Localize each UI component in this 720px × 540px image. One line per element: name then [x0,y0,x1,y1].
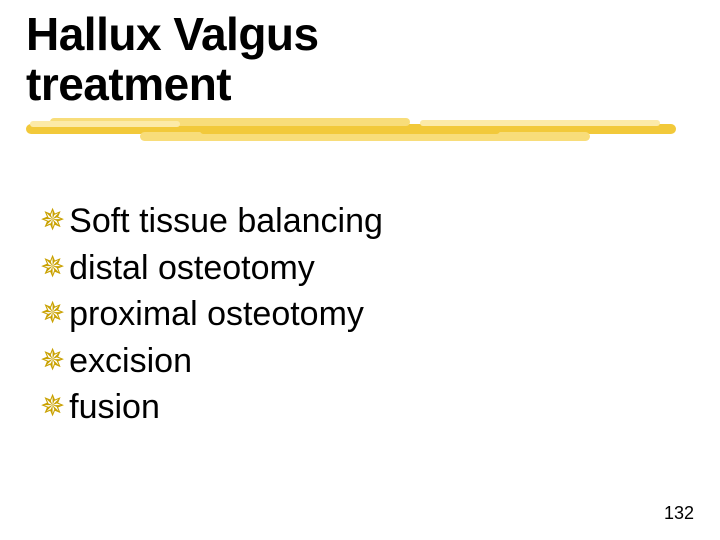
list-item: ✵ excision [40,340,383,383]
slide-title: Hallux Valgus treatment [26,10,319,109]
list-item: ✵ distal osteotomy [40,247,383,290]
bullet-icon: ✵ [40,392,65,422]
brush-stroke [30,121,180,127]
list-item-label: Soft tissue balancing [69,200,383,243]
title-line-2: treatment [26,58,231,110]
slide: Hallux Valgus treatment ✵ Soft tissue ba… [0,0,720,540]
list-item-label: proximal osteotomy [69,293,364,336]
list-item-label: fusion [69,386,160,429]
bullet-icon: ✵ [40,299,65,329]
title-underline [0,118,720,146]
title-line-1: Hallux Valgus [26,8,319,60]
list-item: ✵ proximal osteotomy [40,293,383,336]
bullet-icon: ✵ [40,346,65,376]
list-item: ✵ Soft tissue balancing [40,200,383,243]
list-item-label: excision [69,340,192,383]
list-item-label: distal osteotomy [69,247,315,290]
bullet-icon: ✵ [40,206,65,236]
bullet-icon: ✵ [40,253,65,283]
brush-stroke [420,120,660,126]
list-item: ✵ fusion [40,386,383,429]
body-text: ✵ Soft tissue balancing ✵ distal osteoto… [40,200,383,433]
page-number: 132 [664,503,694,524]
brush-stroke [200,127,500,134]
